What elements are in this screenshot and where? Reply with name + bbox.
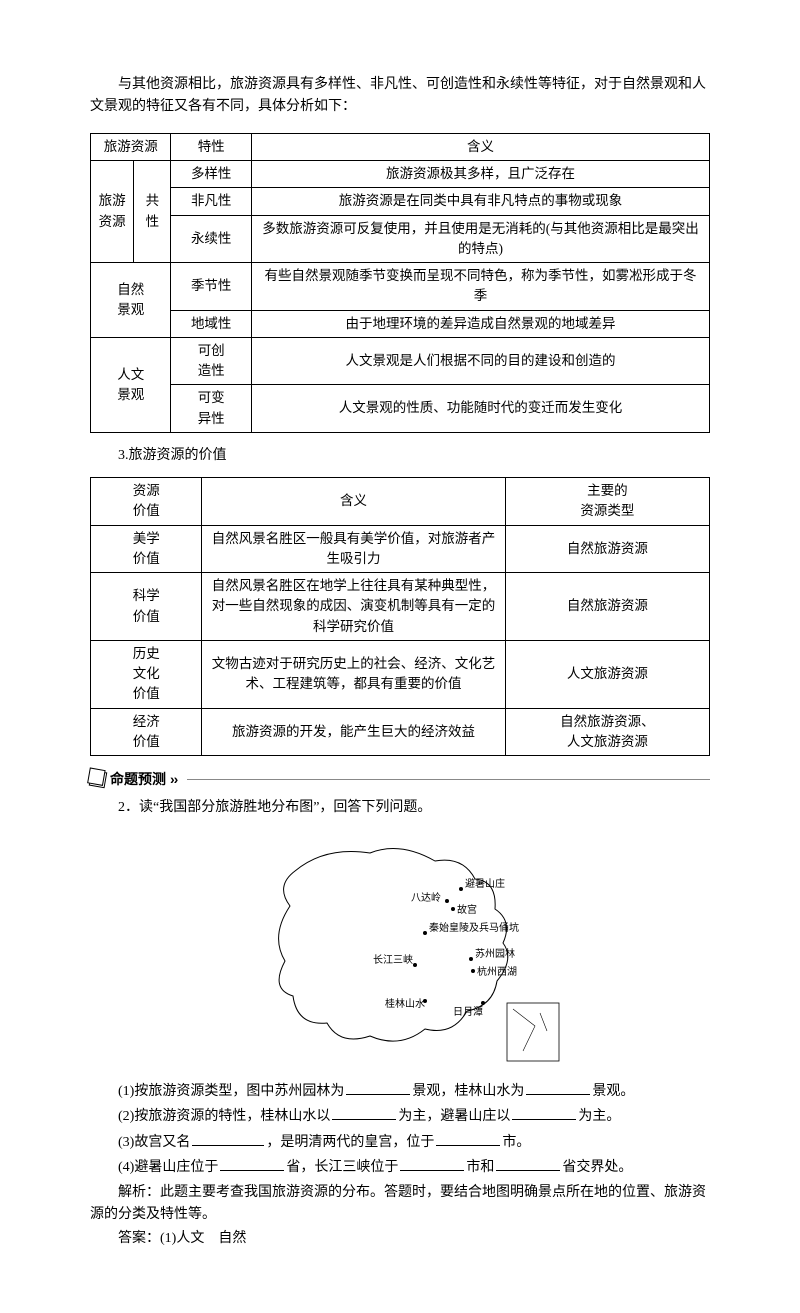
- cell: 地域性: [171, 310, 251, 337]
- map-points: 避暑山庄 八达岭 故宫 秦始皇陵及兵马俑坑 长江三峡 苏州园林 杭州西湖 桂林山…: [373, 877, 519, 1018]
- table-row: 可变 异性 人文景观的性质、功能随时代的变迁而发生变化: [91, 385, 710, 433]
- table-row: 美学 价值 自然风景名胜区一般具有美学价值，对旅游者产生吸引力 自然旅游资源: [91, 525, 710, 573]
- table-row: 历史 文化 价值 文物古迹对于研究历史上的社会、经济、文化艺术、工程建筑等，都具…: [91, 640, 710, 708]
- col-header: 主要的 资源类型: [505, 478, 709, 526]
- cell: 可创 造性: [171, 337, 251, 385]
- map-label: 故宫: [457, 903, 477, 916]
- map-label: 避暑山庄: [465, 877, 505, 890]
- cell: 多数旅游资源可反复使用，并且使用是无消耗的(与其他资源相比是最突出的特点): [251, 215, 709, 263]
- table-row: 资源 价值 含义 主要的 资源类型: [91, 478, 710, 526]
- table-row: 人文 景观 可创 造性 人文景观是人们根据不同的目的建设和创造的: [91, 337, 710, 385]
- map-label: 日月潭: [453, 1006, 483, 1018]
- cell: 人文景观是人们根据不同的目的建设和创造的: [251, 337, 709, 385]
- map-label: 桂林山水: [385, 997, 425, 1010]
- blank: [512, 1105, 576, 1120]
- cell: 季节性: [171, 263, 251, 311]
- flag-label: 命题预测: [110, 768, 166, 790]
- cell: 文物古迹对于研究历史上的社会、经济、文化艺术、工程建筑等，都具有重要的价值: [202, 640, 505, 708]
- table-row: 非凡性 旅游资源是在同类中具有非凡特点的事物或现象: [91, 188, 710, 215]
- table-row: 科学 价值 自然风景名胜区在地学上往往具有某种典型性，对一些自然现象的成因、演变…: [91, 573, 710, 641]
- col-header: 资源 价值: [91, 478, 202, 526]
- blank: [192, 1131, 264, 1146]
- question-4: (4)避暑山庄位于省，长江三峡位于市和省交界处。: [90, 1156, 710, 1179]
- map-label: 秦始皇陵及兵马俑坑: [429, 921, 519, 934]
- answer-text: 答案：(1)人文 自然: [90, 1228, 710, 1250]
- cell: 人文旅游资源: [505, 640, 709, 708]
- map-label: 杭州西湖: [477, 965, 517, 978]
- table-row: 旅游资源 特性 含义: [91, 133, 710, 160]
- analysis-text: 解析：此题主要考查我国旅游资源的分布。答题时，要结合地图明确景点所在地的位置、旅…: [90, 1182, 710, 1227]
- col-header: 特性: [171, 133, 251, 160]
- characteristics-table: 旅游资源 特性 含义 旅游 资源 共 性 多样性 旅游资源极其多样，且广泛存在 …: [90, 133, 710, 433]
- map-label: 八达岭: [411, 891, 441, 904]
- cell: 旅游资源的开发，能产生巨大的经济效益: [202, 708, 505, 756]
- table-row: 旅游 资源 共 性 多样性 旅游资源极其多样，且广泛存在: [91, 161, 710, 188]
- china-map-svg: 避暑山庄 八达岭 故宫 秦始皇陵及兵马俑坑 长江三峡 苏州园林 杭州西湖 桂林山…: [235, 831, 565, 1066]
- blank: [220, 1156, 284, 1171]
- blank: [496, 1156, 560, 1171]
- cell: 自然旅游资源、 人文旅游资源: [505, 708, 709, 756]
- question-1: (1)按旅游资源类型，图中苏州园林为景观，桂林山水为景观。: [90, 1080, 710, 1103]
- cell: 自然 景观: [91, 263, 171, 338]
- blank: [436, 1131, 500, 1146]
- map-label: 苏州园林: [475, 947, 515, 960]
- china-map-figure: 避暑山庄 八达岭 故宫 秦始皇陵及兵马俑坑 长江三峡 苏州园林 杭州西湖 桂林山…: [90, 831, 710, 1066]
- blank: [400, 1156, 464, 1171]
- cell: 人文景观的性质、功能随时代的变迁而发生变化: [251, 385, 709, 433]
- table-row: 经济 价值 旅游资源的开发，能产生巨大的经济效益 自然旅游资源、 人文旅游资源: [91, 708, 710, 756]
- cell: 旅游 资源: [91, 161, 134, 263]
- cell: 历史 文化 价值: [91, 640, 202, 708]
- cell: 自然风景名胜区一般具有美学价值，对旅游者产生吸引力: [202, 525, 505, 573]
- divider: [187, 779, 710, 780]
- blank: [526, 1080, 590, 1095]
- blank: [346, 1080, 410, 1095]
- col-header: 含义: [202, 478, 505, 526]
- cell: 经济 价值: [91, 708, 202, 756]
- col-header: 含义: [251, 133, 709, 160]
- table-row: 自然 景观 季节性 有些自然景观随季节变换而呈现不同特色，称为季节性，如雾凇形成…: [91, 263, 710, 311]
- question-intro: 2．读“我国部分旅游胜地分布图”，回答下列问题。: [90, 797, 710, 819]
- cell: 可变 异性: [171, 385, 251, 433]
- inset-lines: [513, 1009, 547, 1051]
- cell: 人文 景观: [91, 337, 171, 432]
- chevron-right-icon: ››: [170, 768, 177, 790]
- section-flag: 命题预测 ››: [90, 768, 710, 790]
- flag-icon: [89, 770, 108, 789]
- map-label: 长江三峡: [373, 953, 413, 966]
- blank: [332, 1105, 396, 1120]
- cell: 由于地理环境的差异造成自然景观的地域差异: [251, 310, 709, 337]
- cell: 自然风景名胜区在地学上往往具有某种典型性，对一些自然现象的成因、演变机制等具有一…: [202, 573, 505, 641]
- cell: 有些自然景观随季节变换而呈现不同特色，称为季节性，如雾凇形成于冬季: [251, 263, 709, 311]
- cell: 共 性: [134, 161, 171, 263]
- col-header: 旅游资源: [91, 133, 171, 160]
- cell: 科学 价值: [91, 573, 202, 641]
- sub-heading: 3.旅游资源的价值: [90, 445, 710, 467]
- question-3: (3)故宫又名，是明清两代的皇宫，位于市。: [90, 1131, 710, 1154]
- map-inset: [507, 1003, 559, 1061]
- cell: 旅游资源是在同类中具有非凡特点的事物或现象: [251, 188, 709, 215]
- cell: 非凡性: [171, 188, 251, 215]
- question-2: (2)按旅游资源的特性，桂林山水以为主，避暑山庄以为主。: [90, 1105, 710, 1128]
- intro-paragraph: 与其他资源相比，旅游资源具有多样性、非凡性、可创造性和永续性等特征，对于自然景观…: [90, 74, 710, 119]
- cell: 多样性: [171, 161, 251, 188]
- table-row: 永续性 多数旅游资源可反复使用，并且使用是无消耗的(与其他资源相比是最突出的特点…: [91, 215, 710, 263]
- cell: 旅游资源极其多样，且广泛存在: [251, 161, 709, 188]
- table-row: 地域性 由于地理环境的差异造成自然景观的地域差异: [91, 310, 710, 337]
- cell: 美学 价值: [91, 525, 202, 573]
- value-table: 资源 价值 含义 主要的 资源类型 美学 价值 自然风景名胜区一般具有美学价值，…: [90, 477, 710, 756]
- cell: 永续性: [171, 215, 251, 263]
- cell: 自然旅游资源: [505, 573, 709, 641]
- cell: 自然旅游资源: [505, 525, 709, 573]
